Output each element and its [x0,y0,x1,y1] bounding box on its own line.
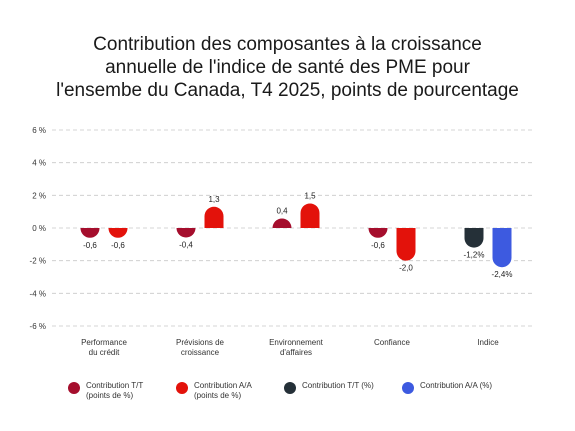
legend-item-aa-pct: Contribution A/A (%) [402,381,492,394]
bar [176,228,196,238]
x-category-label: d'affaires [280,348,312,357]
y-tick-label: -2 % [30,257,46,266]
x-category-label: Indice [477,338,499,347]
bar [300,203,320,228]
chart-title: Contribution des composantes à la croiss… [0,33,575,102]
data-label: -0,6 [371,241,385,250]
x-category-label: Performance [81,338,127,347]
bar [80,228,100,238]
legend-item-tt-pct: Contribution T/T (%) [284,381,374,394]
y-tick-label: 6 % [32,126,46,135]
legend-item-tt-points: Contribution T/T (points de %) [68,381,143,401]
bar [272,218,292,228]
legend-swatch-tt-pct [284,382,296,394]
bar [204,206,224,228]
legend-swatch-aa-points [176,382,188,394]
title-line-3: l'ensembe du Canada, T4 2025, points de … [56,80,519,101]
data-label: -0,4 [179,241,193,250]
x-category-label: du crédit [89,348,120,357]
legend: Contribution T/T (points de %) Contribut… [68,381,568,421]
x-category-label: croissance [181,348,220,357]
y-tick-label: 2 % [32,191,46,200]
legend-swatch-aa-pct [402,382,414,394]
legend-label-tt-points: Contribution T/T (points de %) [86,381,144,400]
bar [492,228,512,268]
data-label: -2,4% [492,270,513,279]
data-label: -2,0 [399,264,413,273]
bar [368,228,388,238]
title-line-2: annuelle de l'indice de santé des PME po… [105,57,470,78]
legend-label-aa-points: Contribution A/A (points de %) [194,381,252,400]
y-tick-label: -6 % [30,322,46,331]
bar [396,228,416,261]
data-label: -0,6 [83,241,97,250]
y-tick-label: -4 % [30,289,46,298]
y-tick-label: 0 % [32,224,46,233]
x-category-label: Environnement [269,338,324,347]
bar [108,228,128,238]
title-line-1: Contribution des composantes à la croiss… [93,34,482,55]
y-tick-label: 4 % [32,159,46,168]
legend-swatch-tt-points [68,382,80,394]
data-label: 1,5 [304,192,316,201]
x-category-label: Prévisions de [176,338,225,347]
legend-label-tt-pct: Contribution T/T (%) [302,381,374,390]
data-label: -0,6 [111,241,125,250]
x-category-label: Confiance [374,338,411,347]
data-label: 1,3 [208,195,220,204]
data-label: -1,2% [464,251,485,260]
legend-label-aa-pct: Contribution A/A (%) [420,381,493,390]
data-label: 0,4 [276,207,288,216]
bar [464,228,484,248]
legend-item-aa-points: Contribution A/A (points de %) [176,381,252,401]
